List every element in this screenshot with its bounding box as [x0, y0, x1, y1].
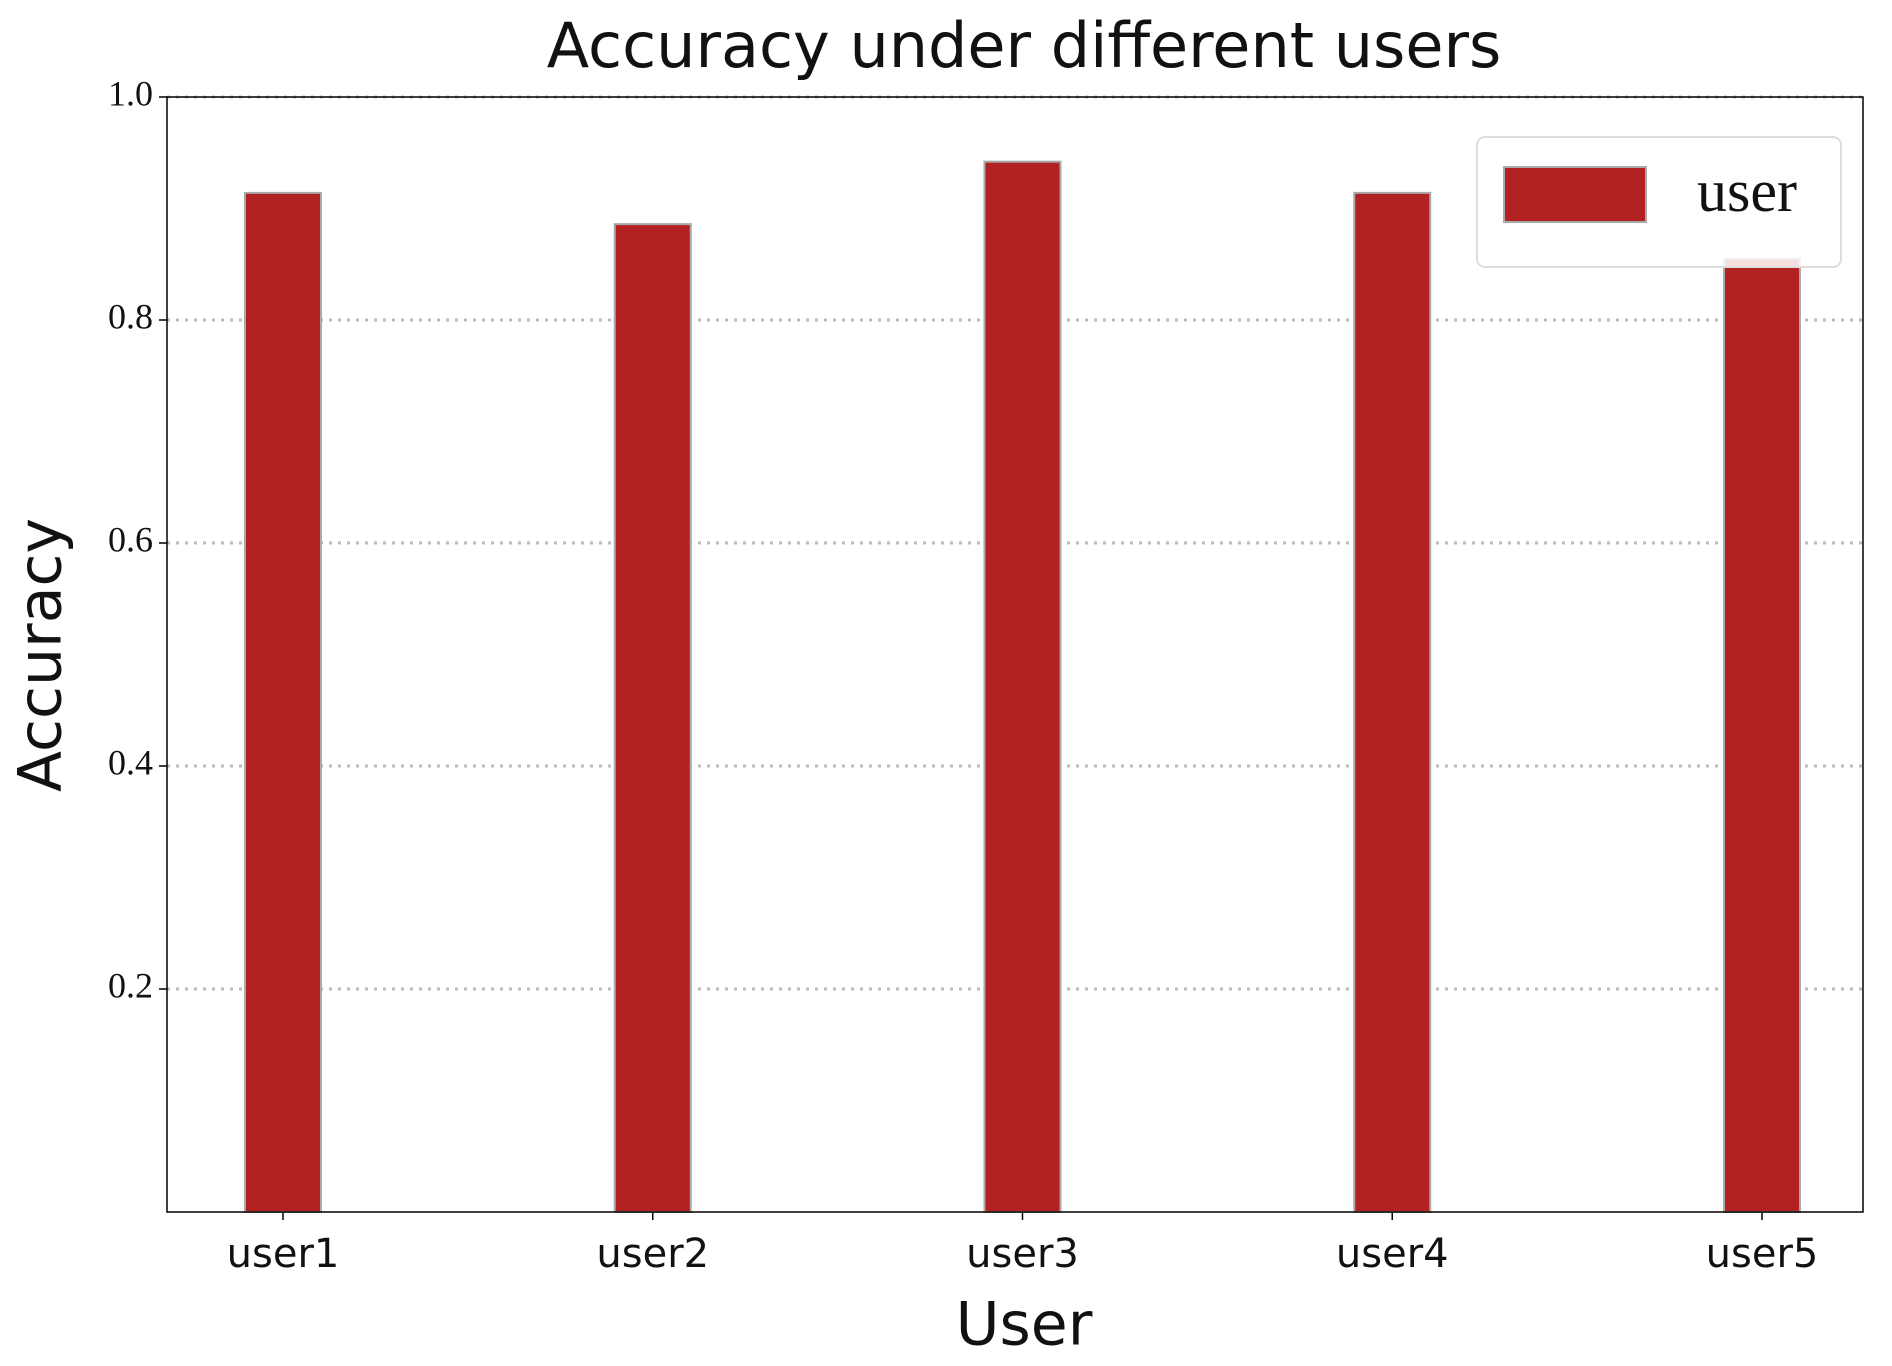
x-tick-label: user2 — [596, 1231, 709, 1277]
x-tick-label: user5 — [1706, 1231, 1819, 1277]
bar — [613, 223, 692, 1214]
legend-swatch — [1503, 166, 1647, 223]
bar — [244, 191, 322, 1213]
y-axis-label: Accuracy — [6, 518, 76, 792]
y-tick-label: 0.8 — [108, 296, 153, 336]
plot-frame — [166, 96, 1864, 1213]
x-tick-label: user3 — [966, 1231, 1079, 1277]
bar — [983, 160, 1062, 1213]
y-tick-label: 1.0 — [108, 73, 153, 113]
y-tick-label: 0.6 — [108, 519, 153, 559]
bar — [1353, 191, 1432, 1213]
bar — [1723, 257, 1801, 1213]
x-tick-label: user4 — [1336, 1231, 1449, 1277]
x-tick-label: user1 — [227, 1231, 340, 1277]
legend-label: user — [1697, 158, 1797, 224]
chart-title: Accuracy under different users — [547, 9, 1502, 82]
x-axis-label: User — [956, 1290, 1093, 1360]
y-tick-label: 0.4 — [108, 742, 153, 782]
y-tick-label: 0.2 — [108, 965, 153, 1005]
